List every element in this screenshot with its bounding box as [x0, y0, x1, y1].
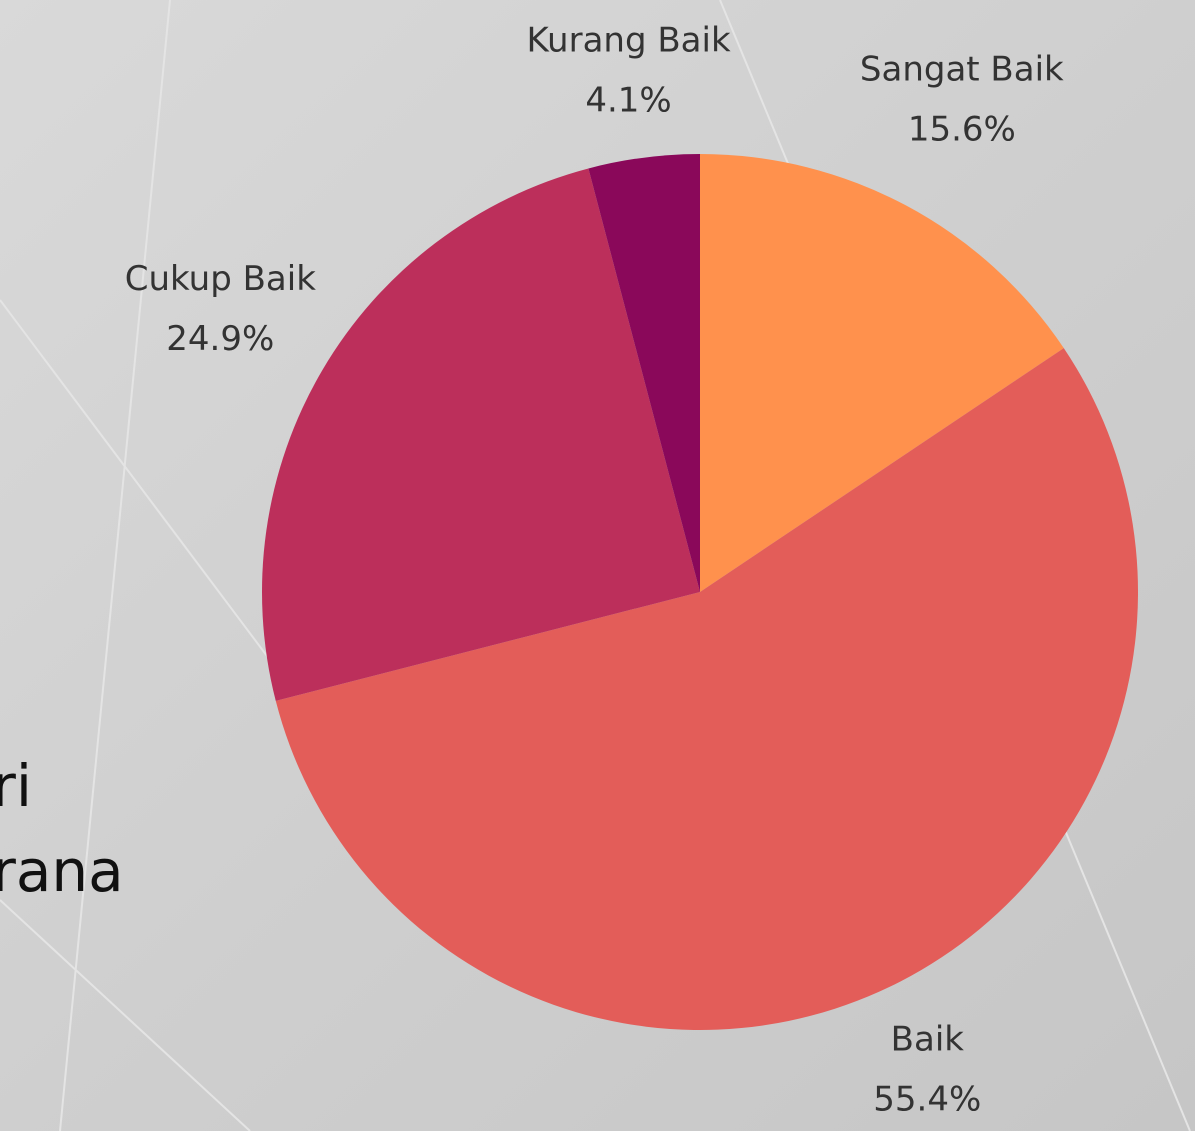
pie-slice [275, 348, 1138, 1030]
slice-label: Baik [891, 1020, 965, 1060]
pie-slice [262, 168, 700, 701]
value-label: 4.1% [585, 81, 671, 121]
slice-label: Kurang Baik [526, 21, 731, 61]
value-label: 24.9% [166, 319, 274, 359]
slice-label: Sangat Baik [860, 50, 1064, 90]
annotation: ri [0, 752, 32, 820]
value-label: 15.6% [908, 110, 1016, 150]
slice-label: Cukup Baik [125, 259, 316, 299]
pie-slice [588, 154, 700, 592]
pie-slice [700, 154, 1064, 592]
annotation: rana [0, 837, 124, 905]
value-label: 55.4% [873, 1080, 981, 1120]
